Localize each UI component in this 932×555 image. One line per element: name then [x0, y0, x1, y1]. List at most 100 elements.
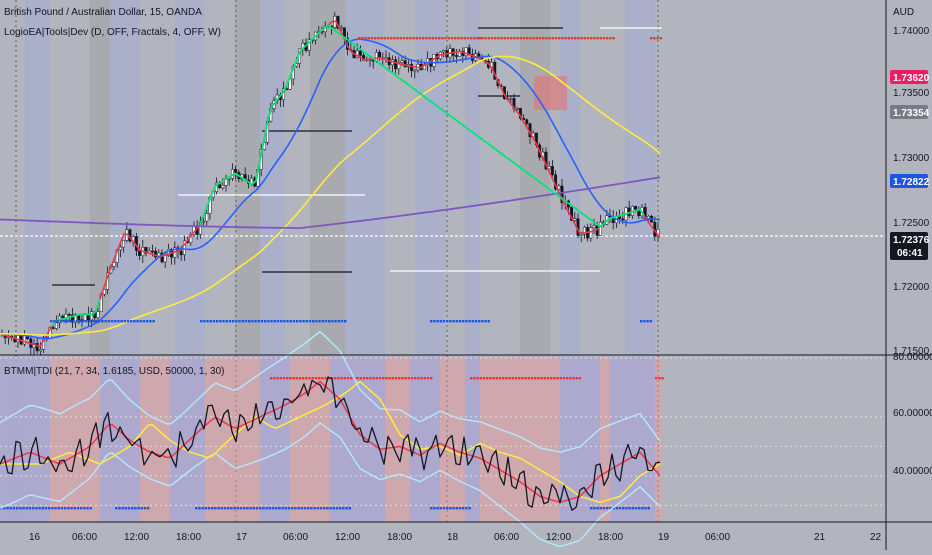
osc-signal-dot — [618, 507, 622, 510]
candle-body — [410, 64, 414, 71]
buy-signal-dot — [62, 320, 66, 323]
osc-signal-dot — [479, 377, 482, 380]
osc-signal-dot — [22, 507, 25, 510]
osc-signal-dot — [32, 507, 35, 510]
oscillator-pane[interactable] — [0, 330, 886, 548]
osc-signal-dot — [140, 507, 143, 510]
candle-body — [582, 226, 586, 235]
osc-signal-dot — [417, 377, 420, 380]
candle-body — [464, 47, 468, 56]
buy-signal-dot — [136, 320, 139, 323]
osc-signal-dot — [566, 377, 569, 380]
osc-band — [560, 357, 600, 522]
osc-signal-dot — [631, 507, 634, 510]
osc-signal-dot — [318, 377, 321, 380]
price-badge-text: 1.73354 — [893, 108, 930, 119]
osc-signal-dot — [332, 507, 335, 510]
osc-signal-dot — [401, 377, 404, 380]
sell-signal-dot — [466, 37, 470, 40]
osc-signal-dot — [198, 507, 201, 510]
buy-signal-dot — [78, 320, 82, 323]
sell-signal-dot — [422, 37, 425, 40]
buy-signal-dot — [458, 320, 462, 323]
price-tick: 1.71500 — [893, 346, 930, 357]
osc-signal-dot — [414, 377, 417, 380]
buy-signal-dot — [649, 320, 652, 323]
candle-body — [54, 322, 58, 329]
buy-signal-dot — [465, 320, 468, 323]
osc-signal-dot — [465, 507, 468, 510]
osc-signal-dot — [294, 507, 297, 510]
price-scale-background — [886, 0, 932, 550]
osc-signal-dot — [223, 507, 227, 510]
candle-body — [621, 218, 625, 221]
buy-signal-dot — [212, 320, 216, 323]
osc-signal-dot — [369, 377, 372, 380]
osc-signal-dot — [147, 507, 150, 510]
candle-body — [573, 218, 577, 221]
osc-signal-dot — [644, 507, 647, 510]
time-tick: 21 — [814, 532, 826, 543]
osc-signal-dot — [3, 507, 6, 510]
candle-body — [397, 62, 401, 70]
sell-signal-dot — [409, 37, 412, 40]
time-tick: 06:00 — [494, 532, 519, 543]
osc-signal-dot — [207, 507, 211, 510]
osc-signal-dot — [615, 507, 618, 510]
sell-signal-dot — [431, 37, 434, 40]
buy-signal-dot — [344, 320, 347, 323]
osc-upper-band — [0, 330, 661, 454]
osc-signal-dot — [316, 507, 319, 510]
osc-signal-dot — [356, 377, 359, 380]
osc-signal-dot — [442, 507, 446, 510]
osc-band — [100, 357, 140, 522]
sell-signal-dot — [522, 37, 526, 40]
candle-body — [579, 234, 583, 236]
osc-tick: 60.00000 — [893, 408, 932, 419]
osc-signal-dot — [327, 377, 330, 380]
sell-signal-dot — [386, 37, 390, 40]
osc-signal-dot — [596, 507, 599, 510]
buy-signal-dot — [69, 320, 72, 323]
osc-signal-dot — [273, 377, 276, 380]
buy-signal-dot — [257, 320, 260, 323]
oscillator-legend: BTMM|TDI (21, 7, 34, 1.6185, USD, 50000,… — [4, 366, 224, 377]
osc-signal-dot — [334, 377, 337, 380]
price-pane[interactable] — [0, 0, 886, 522]
osc-signal-dot — [83, 507, 86, 510]
buy-signal-dot — [120, 320, 123, 323]
buy-signal-dot — [142, 320, 146, 323]
osc-signal-dot — [286, 377, 289, 380]
osc-signal-dot — [278, 507, 281, 510]
candle-body — [154, 250, 158, 258]
osc-signal-dot — [86, 507, 89, 510]
last-price-text: 1.72376 — [893, 235, 930, 246]
osc-signal-dot — [537, 377, 540, 380]
sell-signal-dot — [481, 37, 484, 40]
buy-signal-dot — [222, 320, 225, 323]
osc-signal-dot — [329, 507, 332, 510]
osc-signal-dot — [289, 377, 292, 380]
sell-signal-dot — [659, 37, 662, 40]
candle-body — [35, 343, 39, 352]
osc-signal-dot — [394, 377, 398, 380]
price-badge: 1.73354 — [890, 105, 930, 119]
session-band — [25, 0, 50, 355]
time-axis[interactable]: 16 06:00 12:00 18:00 17 06:00 12:00 18:0… — [29, 532, 882, 543]
osc-signal-dot — [143, 507, 147, 510]
sell-signal-dot — [406, 37, 409, 40]
indicator-legend: LogioEA|Tools|Dev (D, OFF, Fractals, 4, … — [4, 27, 221, 38]
sell-signal-dot — [532, 37, 535, 40]
osc-signal-dot — [35, 507, 38, 510]
osc-signal-dot — [236, 507, 239, 510]
osc-signal-dot — [64, 507, 67, 510]
buy-signal-dot — [646, 320, 649, 323]
time-tick: 18:00 — [598, 532, 623, 543]
buy-signal-dot — [59, 320, 62, 323]
buy-signal-dot — [228, 320, 232, 323]
buy-signal-dot — [238, 320, 241, 323]
osc-lower-band — [0, 422, 661, 548]
price-tick: 1.72000 — [893, 282, 930, 293]
osc-signal-dot — [342, 507, 345, 510]
